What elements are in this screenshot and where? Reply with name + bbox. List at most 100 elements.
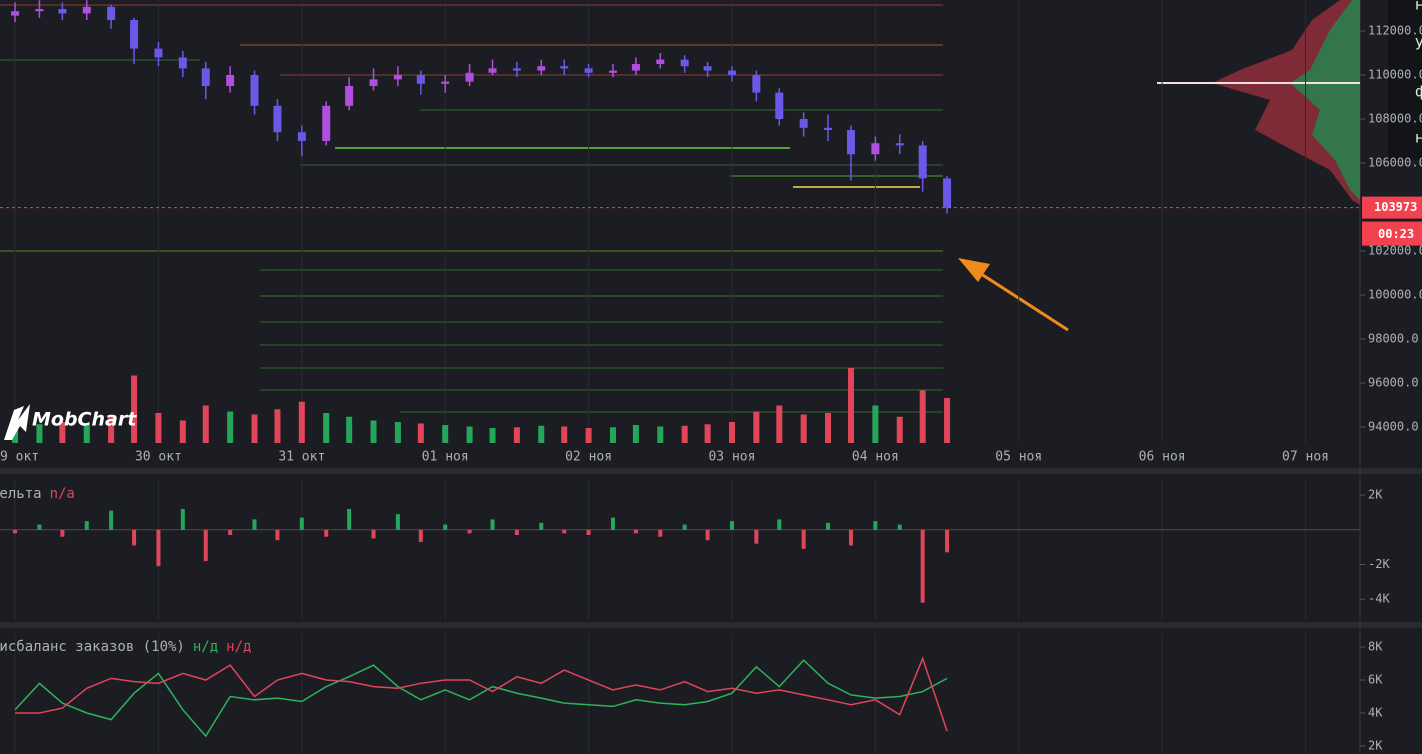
candle-body bbox=[273, 105, 282, 133]
volume-bar bbox=[944, 398, 951, 443]
volume-bar bbox=[179, 420, 186, 443]
y-tick-label: 2K bbox=[1368, 738, 1383, 752]
bar bbox=[777, 519, 782, 530]
volume-bar bbox=[417, 423, 424, 443]
y-tick-label: -4K bbox=[1368, 592, 1390, 606]
bar bbox=[60, 529, 65, 537]
x-tick-label: 02 ноя bbox=[565, 450, 612, 465]
y-tick-label: 100000.0 bbox=[1368, 288, 1422, 302]
bar bbox=[633, 529, 638, 534]
candle-body bbox=[943, 178, 952, 208]
y-tick-label: 6K bbox=[1368, 673, 1383, 687]
volume-bar bbox=[561, 426, 568, 443]
candle-body bbox=[608, 70, 617, 73]
y-tick-label: 96000.0 bbox=[1368, 376, 1419, 390]
bar bbox=[203, 529, 208, 562]
sidebar-text: ф bbox=[1415, 83, 1422, 101]
y-tick-label: -2K bbox=[1368, 557, 1390, 571]
x-tick-label: 05 ноя bbox=[995, 450, 1042, 465]
panel-status: n/a bbox=[50, 486, 75, 502]
candle-body bbox=[537, 66, 546, 71]
bar bbox=[873, 521, 878, 530]
candle-body bbox=[130, 19, 139, 49]
panel-separator bbox=[0, 468, 1422, 474]
x-tick-label: 06 ноя bbox=[1139, 450, 1186, 465]
bar bbox=[37, 524, 42, 530]
volume-bar bbox=[394, 422, 401, 443]
volume-bar bbox=[83, 423, 90, 443]
sidebar bbox=[1388, 0, 1422, 160]
candle-body bbox=[322, 105, 331, 142]
y-tick-label: 112000.0 bbox=[1368, 23, 1422, 37]
volume-bar bbox=[704, 424, 711, 443]
timer-label: 00:23 bbox=[1378, 227, 1414, 241]
volume-bar bbox=[36, 424, 43, 443]
y-tick-label: 2K bbox=[1368, 488, 1383, 502]
bar bbox=[132, 529, 137, 546]
bar bbox=[228, 529, 233, 535]
panel-title: Дисбаланс заказов (10%) bbox=[0, 639, 185, 655]
volume-bar bbox=[657, 426, 664, 443]
bar bbox=[324, 529, 329, 537]
bar bbox=[562, 529, 567, 534]
bar bbox=[826, 522, 831, 530]
bar bbox=[418, 529, 423, 542]
y-tick-label: 106000.0 bbox=[1368, 156, 1422, 170]
bar bbox=[945, 529, 950, 553]
bar bbox=[658, 529, 663, 537]
bar bbox=[801, 529, 806, 549]
candle-body bbox=[631, 63, 640, 71]
candle-body bbox=[895, 143, 904, 146]
candle-body bbox=[35, 8, 44, 12]
order-book-levels bbox=[0, 4, 943, 413]
bar bbox=[156, 529, 161, 567]
volume-bar bbox=[776, 405, 783, 443]
volume-bar bbox=[800, 414, 807, 443]
candle-body bbox=[154, 48, 163, 58]
candle-body bbox=[703, 66, 712, 71]
bar bbox=[539, 522, 544, 530]
volume-bar bbox=[847, 368, 854, 443]
volume-bar bbox=[489, 428, 496, 443]
bar bbox=[84, 521, 89, 530]
candle-body bbox=[393, 74, 402, 80]
line-series bbox=[15, 656, 948, 732]
candle-body bbox=[465, 72, 474, 82]
volume-bar bbox=[632, 425, 639, 443]
x-tick-label: 30 окт bbox=[135, 450, 182, 465]
candle-body bbox=[107, 6, 116, 20]
volume-bar bbox=[108, 416, 115, 443]
volume-bar bbox=[513, 427, 520, 443]
x-tick-label: 04 ноя bbox=[852, 450, 899, 465]
legend-entry: н/д bbox=[193, 639, 218, 655]
volume-bar bbox=[370, 420, 377, 443]
bar bbox=[705, 529, 710, 541]
last-price-label: 103973 bbox=[1374, 200, 1417, 214]
volume-bar bbox=[919, 390, 926, 443]
candle-body bbox=[369, 79, 378, 86]
volume-bar bbox=[298, 401, 305, 443]
plot-layer bbox=[0, 0, 1360, 754]
annotation-arrow bbox=[958, 258, 1069, 332]
bar bbox=[109, 510, 114, 530]
volume-bar bbox=[59, 422, 66, 443]
logo: MobChart bbox=[4, 404, 137, 440]
volume-bar bbox=[872, 405, 879, 443]
volume-profile bbox=[1157, 0, 1360, 205]
candle-body bbox=[416, 74, 425, 84]
candle-body bbox=[58, 8, 67, 14]
volume-bar bbox=[131, 375, 138, 443]
volume-bar bbox=[538, 425, 545, 443]
volume-bar bbox=[753, 411, 760, 443]
bar bbox=[610, 517, 615, 530]
y-tick-label: 94000.0 bbox=[1368, 420, 1419, 434]
panel-title: Дельта bbox=[0, 486, 42, 502]
candle-body bbox=[584, 68, 593, 73]
bar bbox=[682, 524, 687, 530]
panel-separator bbox=[0, 622, 1422, 628]
y-tick-label: 108000.0 bbox=[1368, 112, 1422, 126]
candle-body bbox=[918, 145, 927, 179]
volume-bar bbox=[274, 409, 281, 443]
volume-bar bbox=[609, 427, 616, 443]
